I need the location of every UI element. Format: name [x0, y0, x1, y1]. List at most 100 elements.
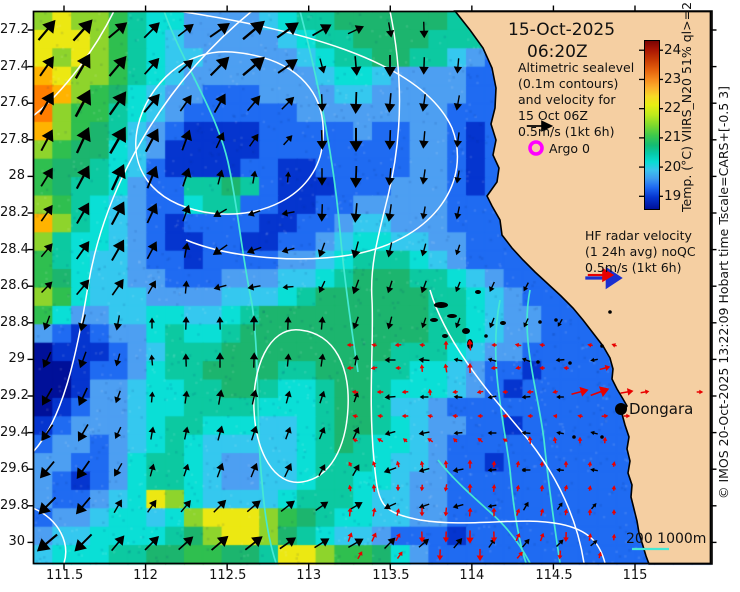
- velocity-arrow: [209, 63, 223, 77]
- hf-radar-arrow-head: [395, 508, 401, 513]
- hf-radar-arrow-head: [587, 508, 593, 513]
- velocity-arrow: [76, 210, 85, 224]
- hf-radar-arrow-head: [563, 537, 569, 542]
- velocity-arrow: [388, 430, 396, 435]
- velocity-arrow-head: [317, 213, 327, 222]
- velocity-arrow-head: [217, 499, 227, 509]
- hf-radar-arrow-head: [427, 388, 433, 393]
- hf-radar-arrow-head: [467, 483, 473, 488]
- velocity-arrow-head: [216, 169, 225, 178]
- velocity-arrow: [320, 280, 326, 289]
- hf-radar-arrow-head: [443, 512, 449, 517]
- velocity-arrow: [110, 210, 120, 226]
- sealevel-contour: [135, 51, 324, 215]
- velocity-arrow: [355, 203, 358, 215]
- velocity-arrow: [252, 285, 261, 288]
- velocity-arrow: [285, 431, 290, 440]
- velocity-arrow: [183, 431, 188, 440]
- hf-radar-arrow-head: [402, 438, 408, 443]
- velocity-arrow: [490, 281, 495, 289]
- velocity-arrow: [178, 541, 188, 551]
- y-tick-label: 27.8: [0, 131, 29, 147]
- velocity-arrow-head: [317, 103, 327, 112]
- velocity-arrow-head: [320, 538, 330, 547]
- velocity-arrow-head: [250, 133, 259, 142]
- velocity-arrow-head: [350, 213, 362, 223]
- velocity-arrow: [146, 174, 154, 189]
- velocity-arrow: [280, 504, 290, 512]
- velocity-arrow: [252, 246, 262, 252]
- velocity-arrow-head: [215, 352, 225, 360]
- velocity-arrow-head: [183, 59, 194, 70]
- velocity-arrow: [283, 138, 290, 146]
- velocity-arrow: [488, 541, 494, 548]
- velocity-arrow-head: [183, 500, 191, 509]
- velocity-arrow: [108, 100, 121, 116]
- velocity-arrow: [44, 533, 58, 546]
- velocity-arrow: [242, 27, 257, 41]
- y-tick-label: 27.2: [0, 22, 29, 37]
- hf-radar-arrow-head: [539, 484, 545, 489]
- velocity-arrow-head: [454, 249, 461, 256]
- island: [462, 328, 470, 334]
- island: [447, 314, 457, 318]
- velocity-arrow-head: [418, 356, 424, 363]
- velocity-arrow-head: [44, 281, 53, 290]
- velocity-arrow-head: [112, 91, 127, 107]
- velocity-arrow-head: [489, 322, 495, 329]
- velocity-arrow-head: [111, 164, 126, 180]
- velocity-arrow-head: [78, 359, 88, 369]
- velocity-arrow-head: [487, 394, 493, 400]
- velocity-arrow-head: [285, 500, 295, 510]
- velocity-arrow-head: [146, 128, 159, 143]
- velocity-arrow-head: [182, 463, 190, 471]
- velocity-arrow-head: [41, 91, 54, 106]
- hf-radar-arrow-head: [539, 508, 545, 513]
- velocity-arrow: [422, 431, 430, 434]
- hf-radar-arrow-head: [611, 509, 617, 514]
- velocity-arrow-head: [75, 502, 87, 515]
- hf-radar-arrow-head: [370, 365, 376, 371]
- velocity-arrow-head: [385, 249, 394, 258]
- velocity-arrow-head: [42, 19, 56, 34]
- velocity-arrow-head: [285, 59, 298, 71]
- velocity-arrow: [39, 63, 50, 77]
- velocity-arrow-head: [354, 25, 364, 35]
- velocity-arrow: [108, 63, 121, 77]
- velocity-arrow-head: [386, 286, 394, 294]
- velocity-arrow: [418, 541, 426, 548]
- velocity-arrow: [184, 285, 187, 294]
- velocity-arrow-head: [453, 357, 459, 363]
- velocity-arrow: [457, 58, 460, 68]
- velocity-arrow-head: [521, 357, 527, 363]
- velocity-arrow-head: [453, 102, 463, 111]
- velocity-arrow-head: [521, 394, 526, 400]
- hf-radar-arrow-head: [377, 438, 382, 443]
- velocity-arrow: [45, 351, 52, 362]
- velocity-arrow: [457, 132, 460, 142]
- hf-radar-arrow-head: [442, 537, 450, 543]
- velocity-arrow-head: [590, 430, 595, 436]
- velocity-arrow: [143, 63, 155, 75]
- velocity-arrow-head: [455, 286, 461, 293]
- velocity-arrow: [422, 317, 427, 325]
- velocity-arrow-head: [181, 204, 191, 214]
- velocity-arrow: [423, 169, 426, 179]
- velocity-arrow: [388, 316, 393, 325]
- hf-radar-arrow-head: [644, 389, 650, 395]
- velocity-arrow: [149, 468, 154, 477]
- velocity-arrow-head: [112, 239, 125, 253]
- velocity-arrow-head: [246, 246, 255, 255]
- velocity-arrow: [320, 321, 323, 330]
- velocity-arrow: [354, 56, 357, 68]
- velocity-arrow-head: [41, 129, 54, 143]
- velocity-arrow-head: [42, 322, 51, 331]
- velocity-arrow: [216, 468, 222, 478]
- hf-radar-arrow-head: [467, 459, 473, 464]
- velocity-arrow: [218, 208, 228, 215]
- velocity-arrow-head: [43, 204, 53, 216]
- velocity-arrow: [242, 63, 257, 77]
- velocity-arrow: [388, 502, 397, 508]
- velocity-arrow-head: [76, 467, 88, 480]
- velocity-arrow-head: [77, 431, 88, 442]
